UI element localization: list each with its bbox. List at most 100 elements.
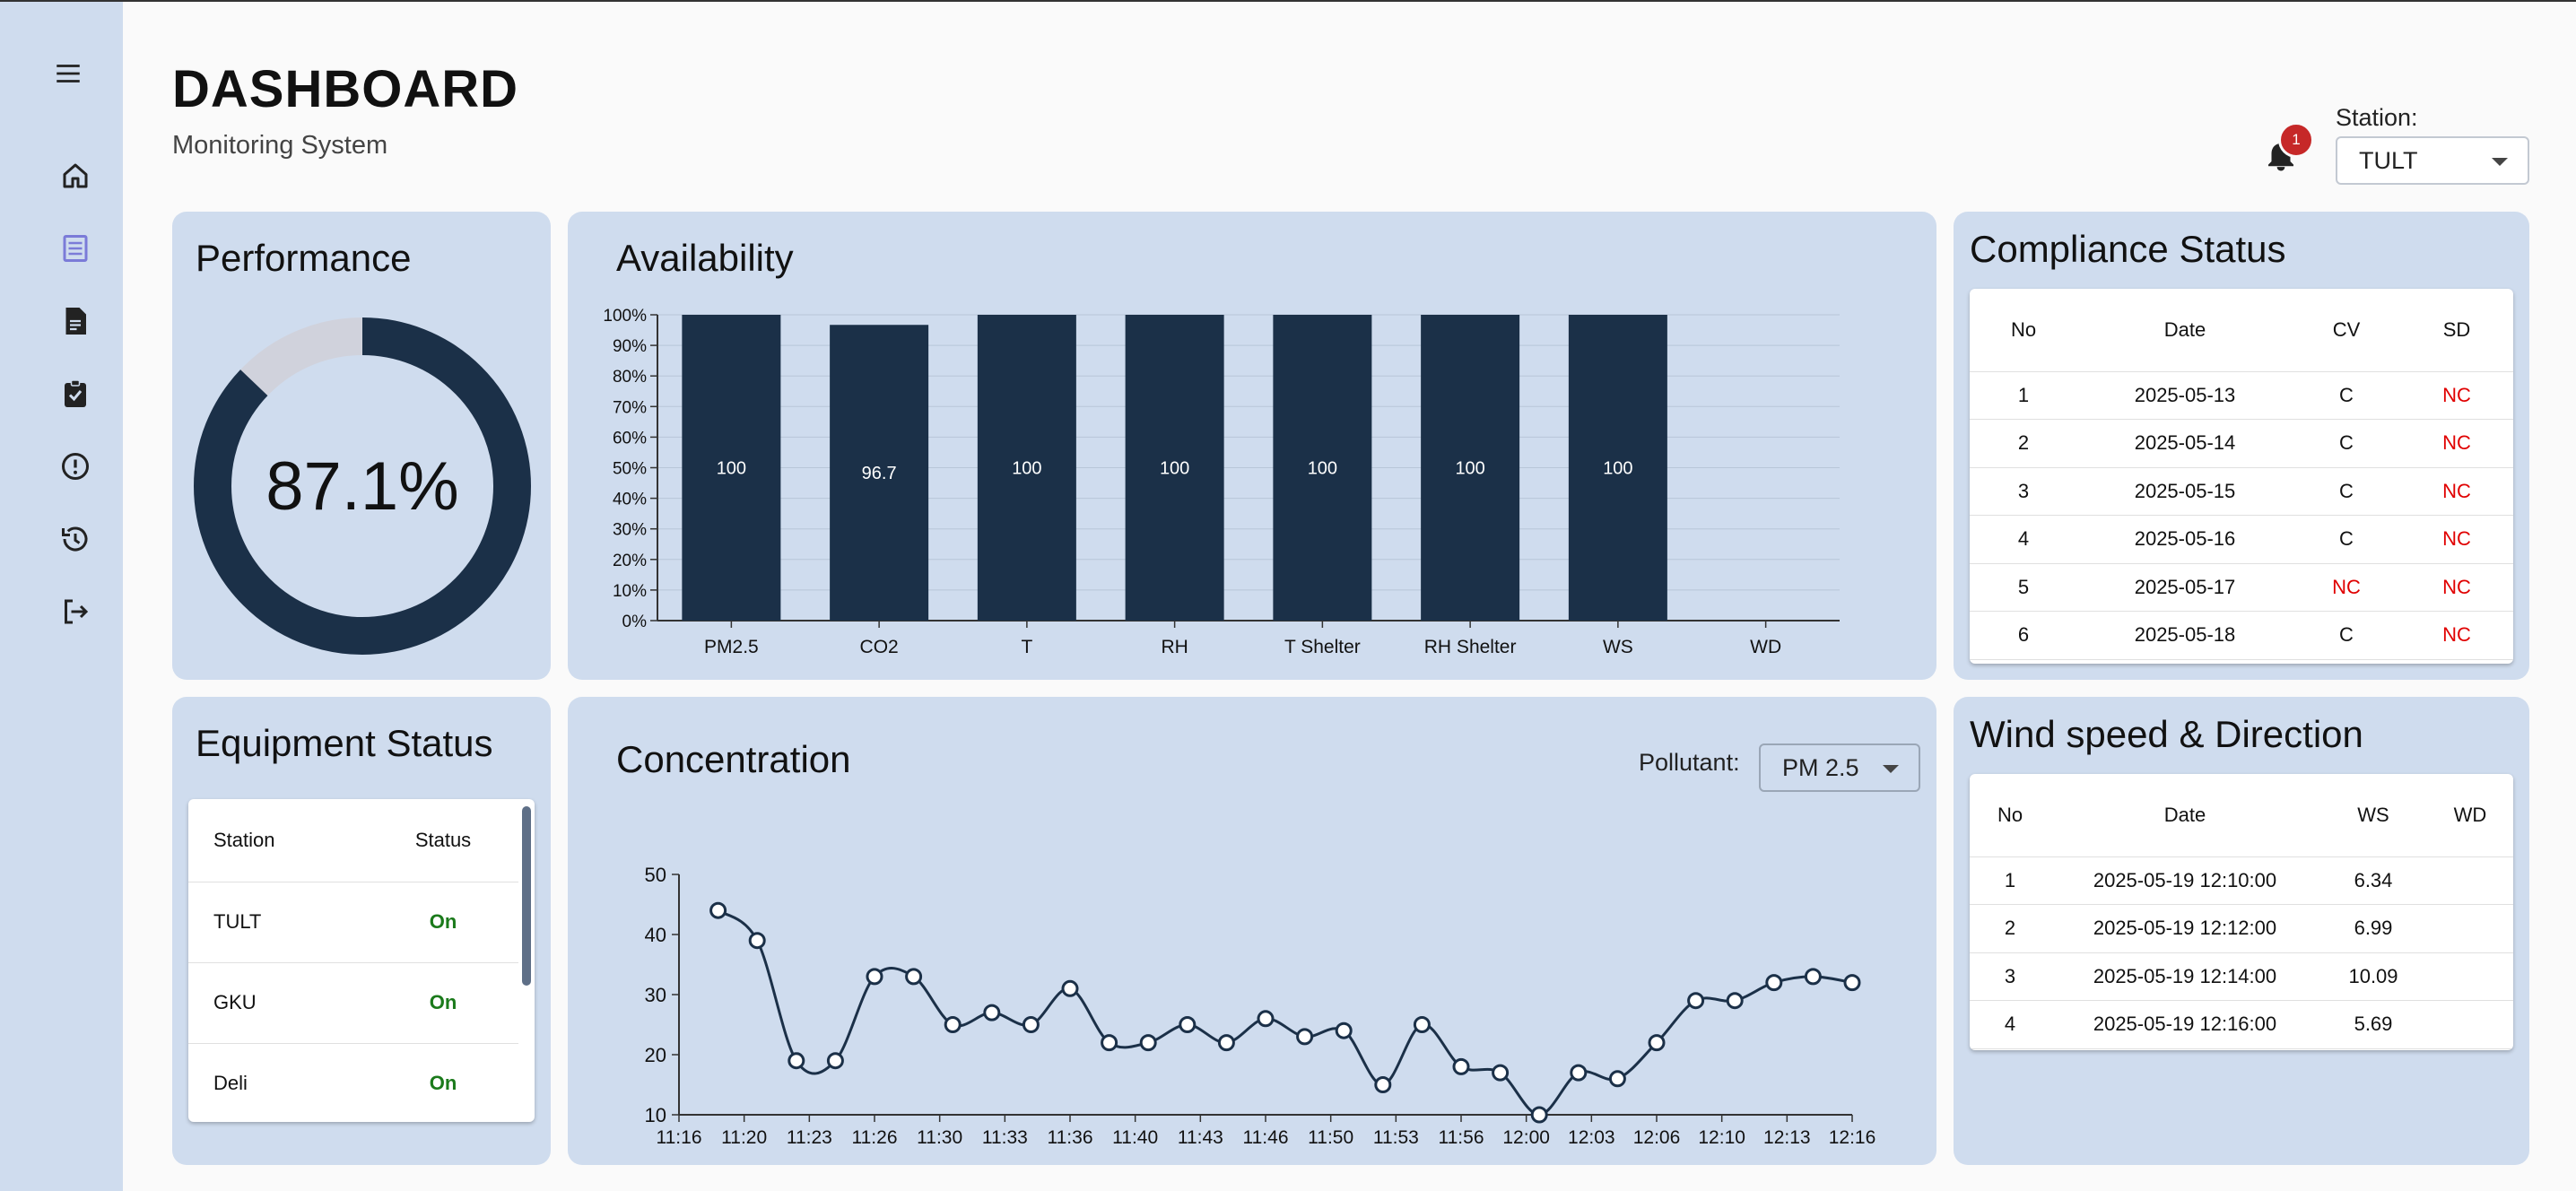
col-wd: WD (2427, 774, 2513, 857)
data-point[interactable] (709, 901, 727, 919)
table-cell: 2025-05-19 12:10:00 (2050, 856, 2319, 905)
table-cell (2427, 1000, 2513, 1049)
data-point[interactable] (788, 1052, 805, 1070)
data-label: 100 (1455, 459, 1484, 479)
y-tick-label: 10% (613, 582, 647, 601)
data-point[interactable] (944, 1016, 962, 1033)
data-point[interactable] (1530, 1106, 1548, 1124)
table-row: GKU On (188, 962, 518, 1044)
wind-card: Wind speed & Direction No Date WS WD 1 20… (1954, 697, 2529, 1165)
data-point[interactable] (905, 968, 923, 986)
x-tick-label: 11:23 (787, 1127, 832, 1148)
x-tick-label: CO2 (860, 637, 899, 657)
station-select[interactable]: TULT (2336, 136, 2529, 185)
y-tick-label: 0% (622, 613, 648, 631)
table-cell: NC (2400, 371, 2513, 420)
pollutant-label: Pollutant: (1639, 749, 1740, 776)
data-point[interactable] (1101, 1034, 1118, 1052)
data-point[interactable] (1217, 1034, 1235, 1052)
col-date: Date (2050, 774, 2319, 857)
table-row: 3 2025-05-19 12:14:00 10.09 (1970, 952, 2513, 1001)
y-tick-label: 70% (613, 398, 647, 417)
bar[interactable] (830, 325, 929, 621)
data-point[interactable] (1570, 1064, 1588, 1082)
table-cell: 6.99 (2319, 904, 2427, 953)
table-cell: NC (2400, 515, 2513, 564)
report-icon[interactable] (56, 301, 95, 341)
col-date: Date (2077, 289, 2293, 372)
bar[interactable] (977, 315, 1076, 621)
x-tick-label: 11:33 (982, 1127, 1028, 1148)
table-row: 2 2025-05-19 12:12:00 6.99 (1970, 904, 2513, 953)
bar[interactable] (1125, 315, 1224, 621)
x-tick-label: T Shelter (1284, 637, 1361, 657)
data-point[interactable] (1061, 979, 1079, 997)
table-cell: 5 (1970, 563, 2077, 612)
availability-chart: 0% 10% 20% 30% 40% 50% 60% 70% 80% 90% 100% 100 PM2.… (603, 307, 1840, 657)
data-point[interactable] (748, 932, 766, 950)
pollutant-select[interactable]: PM 2.5 (1759, 743, 1920, 792)
data-point[interactable] (826, 1052, 844, 1070)
x-tick-label: 11:43 (1178, 1127, 1223, 1148)
table-cell: 2025-05-16 (2077, 515, 2293, 564)
bar[interactable] (1568, 315, 1667, 621)
data-point[interactable] (1492, 1064, 1510, 1082)
data-point[interactable] (1452, 1057, 1470, 1075)
x-tick-label: 11:26 (852, 1127, 898, 1148)
table-cell: 2025-05-19 12:14:00 (2050, 952, 2319, 1001)
data-point[interactable] (1413, 1016, 1431, 1033)
history-icon[interactable] (56, 519, 95, 559)
logout-icon[interactable] (56, 592, 95, 631)
y-tick-label: 20% (613, 552, 647, 570)
alert-icon[interactable] (56, 447, 95, 486)
data-point[interactable] (1648, 1034, 1666, 1052)
data-point[interactable] (1022, 1016, 1040, 1033)
data-point[interactable] (866, 968, 883, 986)
equipment-title: Equipment Status (196, 722, 493, 764)
x-tick-label: 11:16 (657, 1127, 702, 1148)
data-point[interactable] (1139, 1034, 1157, 1052)
table-header-row: No Date CV SD (1970, 289, 2513, 372)
data-point[interactable] (1374, 1076, 1392, 1093)
data-point[interactable] (1765, 974, 1783, 992)
data-point[interactable] (1296, 1028, 1314, 1046)
table-cell: 2025-05-18 (2077, 611, 2293, 660)
x-tick-label: RH (1161, 637, 1188, 657)
clipboard-check-icon[interactable] (56, 374, 95, 413)
compliance-card: Compliance Status No Date CV SD 1 2025-05… (1954, 212, 2529, 680)
bar[interactable] (682, 315, 781, 621)
table-row: 6 2025-05-18 C NC (1970, 611, 2513, 660)
y-tick-label: 40 (645, 924, 666, 946)
data-point[interactable] (1257, 1010, 1275, 1028)
table-cell: 2025-05-19 12:12:00 (2050, 904, 2319, 953)
menu-icon[interactable] (47, 52, 90, 95)
table-cell (2427, 904, 2513, 953)
x-tick-label: 11:36 (1048, 1127, 1093, 1148)
data-point[interactable] (983, 1004, 1001, 1021)
data-point[interactable] (1804, 968, 1822, 986)
table-cell: 1 (1970, 371, 2077, 420)
data-point[interactable] (1843, 974, 1861, 992)
x-tick-label: 12:10 (1698, 1127, 1745, 1148)
table-cell (2427, 952, 2513, 1001)
table-cell: 4 (1970, 1000, 2050, 1049)
table-cell: 3 (1970, 952, 2050, 1001)
table-cell: 6.34 (2319, 856, 2427, 905)
x-tick-label: WS (1603, 637, 1633, 657)
equipment-table-wrap[interactable]: Station Status TULT On GKU On Deli On (188, 799, 535, 1122)
list-icon[interactable] (56, 229, 95, 268)
scrollbar[interactable] (522, 806, 531, 986)
table-cell: TULT (188, 882, 368, 963)
data-point[interactable] (1608, 1070, 1626, 1088)
col-sd: SD (2400, 289, 2513, 372)
data-point[interactable] (1726, 992, 1744, 1010)
table-cell: C (2293, 467, 2400, 516)
data-point[interactable] (1179, 1016, 1197, 1033)
equipment-table: Station Status TULT On GKU On Deli On (188, 799, 518, 1122)
data-label: 100 (1308, 459, 1337, 479)
bar[interactable] (1273, 315, 1372, 621)
data-point[interactable] (1687, 992, 1705, 1010)
home-icon[interactable] (56, 156, 95, 196)
data-point[interactable] (1335, 1021, 1353, 1039)
bar[interactable] (1421, 315, 1520, 621)
